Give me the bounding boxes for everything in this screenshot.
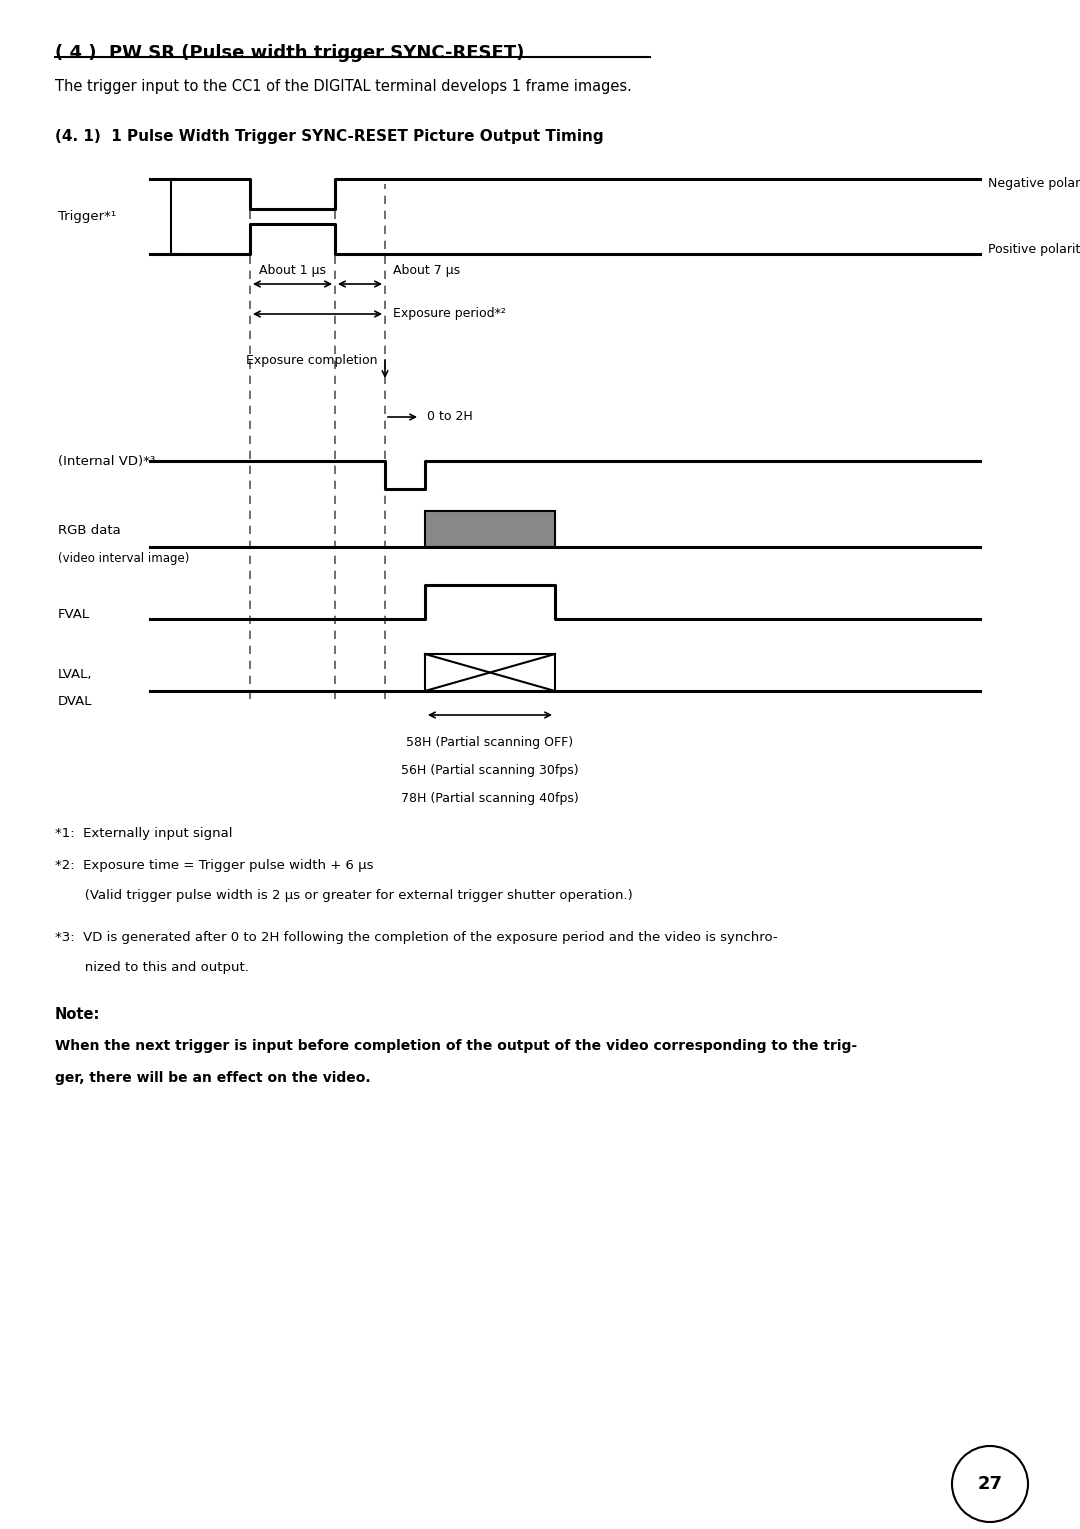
Text: Note:: Note: [55, 1008, 100, 1021]
Text: FVAL: FVAL [58, 607, 90, 621]
Text: 0 to 2H: 0 to 2H [427, 410, 473, 424]
Text: 78H (Partial scanning 40fps): 78H (Partial scanning 40fps) [401, 792, 579, 804]
Text: Negative polarity mode: Negative polarity mode [988, 177, 1080, 191]
Text: When the next trigger is input before completion of the output of the video corr: When the next trigger is input before co… [55, 1040, 858, 1053]
Text: Positive polarity mode: Positive polarity mode [988, 243, 1080, 255]
Text: (Internal VD)*³: (Internal VD)*³ [58, 454, 156, 468]
Text: The trigger input to the CC1 of the DIGITAL terminal develops 1 frame images.: The trigger input to the CC1 of the DIGI… [55, 80, 632, 93]
Text: 27: 27 [977, 1475, 1002, 1492]
Text: RGB data: RGB data [58, 524, 121, 537]
Text: Exposure completion: Exposure completion [245, 355, 377, 367]
Text: (Valid trigger pulse width is 2 μs or greater for external trigger shutter opera: (Valid trigger pulse width is 2 μs or gr… [55, 888, 633, 902]
Text: ger, there will be an effect on the video.: ger, there will be an effect on the vide… [55, 1070, 370, 1086]
Text: *1:  Externally input signal: *1: Externally input signal [55, 827, 232, 839]
Text: LVAL,: LVAL, [58, 668, 93, 680]
Text: *3:  VD is generated after 0 to 2H following the completion of the exposure peri: *3: VD is generated after 0 to 2H follow… [55, 931, 778, 943]
Bar [426, 654, 555, 691]
Circle shape [951, 1446, 1028, 1521]
Text: nized to this and output.: nized to this and output. [55, 962, 248, 974]
Text: ( 4 )  PW SR (Pulse width trigger SYNC-RESET): ( 4 ) PW SR (Pulse width trigger SYNC-RE… [55, 44, 525, 63]
Text: About 1 μs: About 1 μs [259, 265, 326, 277]
Text: (video interval image): (video interval image) [58, 552, 189, 566]
Text: (4. 1)  1 Pulse Width Trigger SYNC-RESET Picture Output Timing: (4. 1) 1 Pulse Width Trigger SYNC-RESET … [55, 128, 604, 144]
Text: 58H (Partial scanning OFF): 58H (Partial scanning OFF) [406, 735, 573, 749]
Text: About 7 μs: About 7 μs [393, 265, 460, 277]
Text: Trigger*¹: Trigger*¹ [58, 209, 117, 223]
Text: DVAL: DVAL [58, 696, 93, 708]
Bar [426, 511, 555, 547]
Text: *2:  Exposure time = Trigger pulse width + 6 μs: *2: Exposure time = Trigger pulse width … [55, 859, 374, 872]
Text: Exposure period*²: Exposure period*² [393, 307, 505, 321]
Text: 56H (Partial scanning 30fps): 56H (Partial scanning 30fps) [401, 764, 579, 777]
